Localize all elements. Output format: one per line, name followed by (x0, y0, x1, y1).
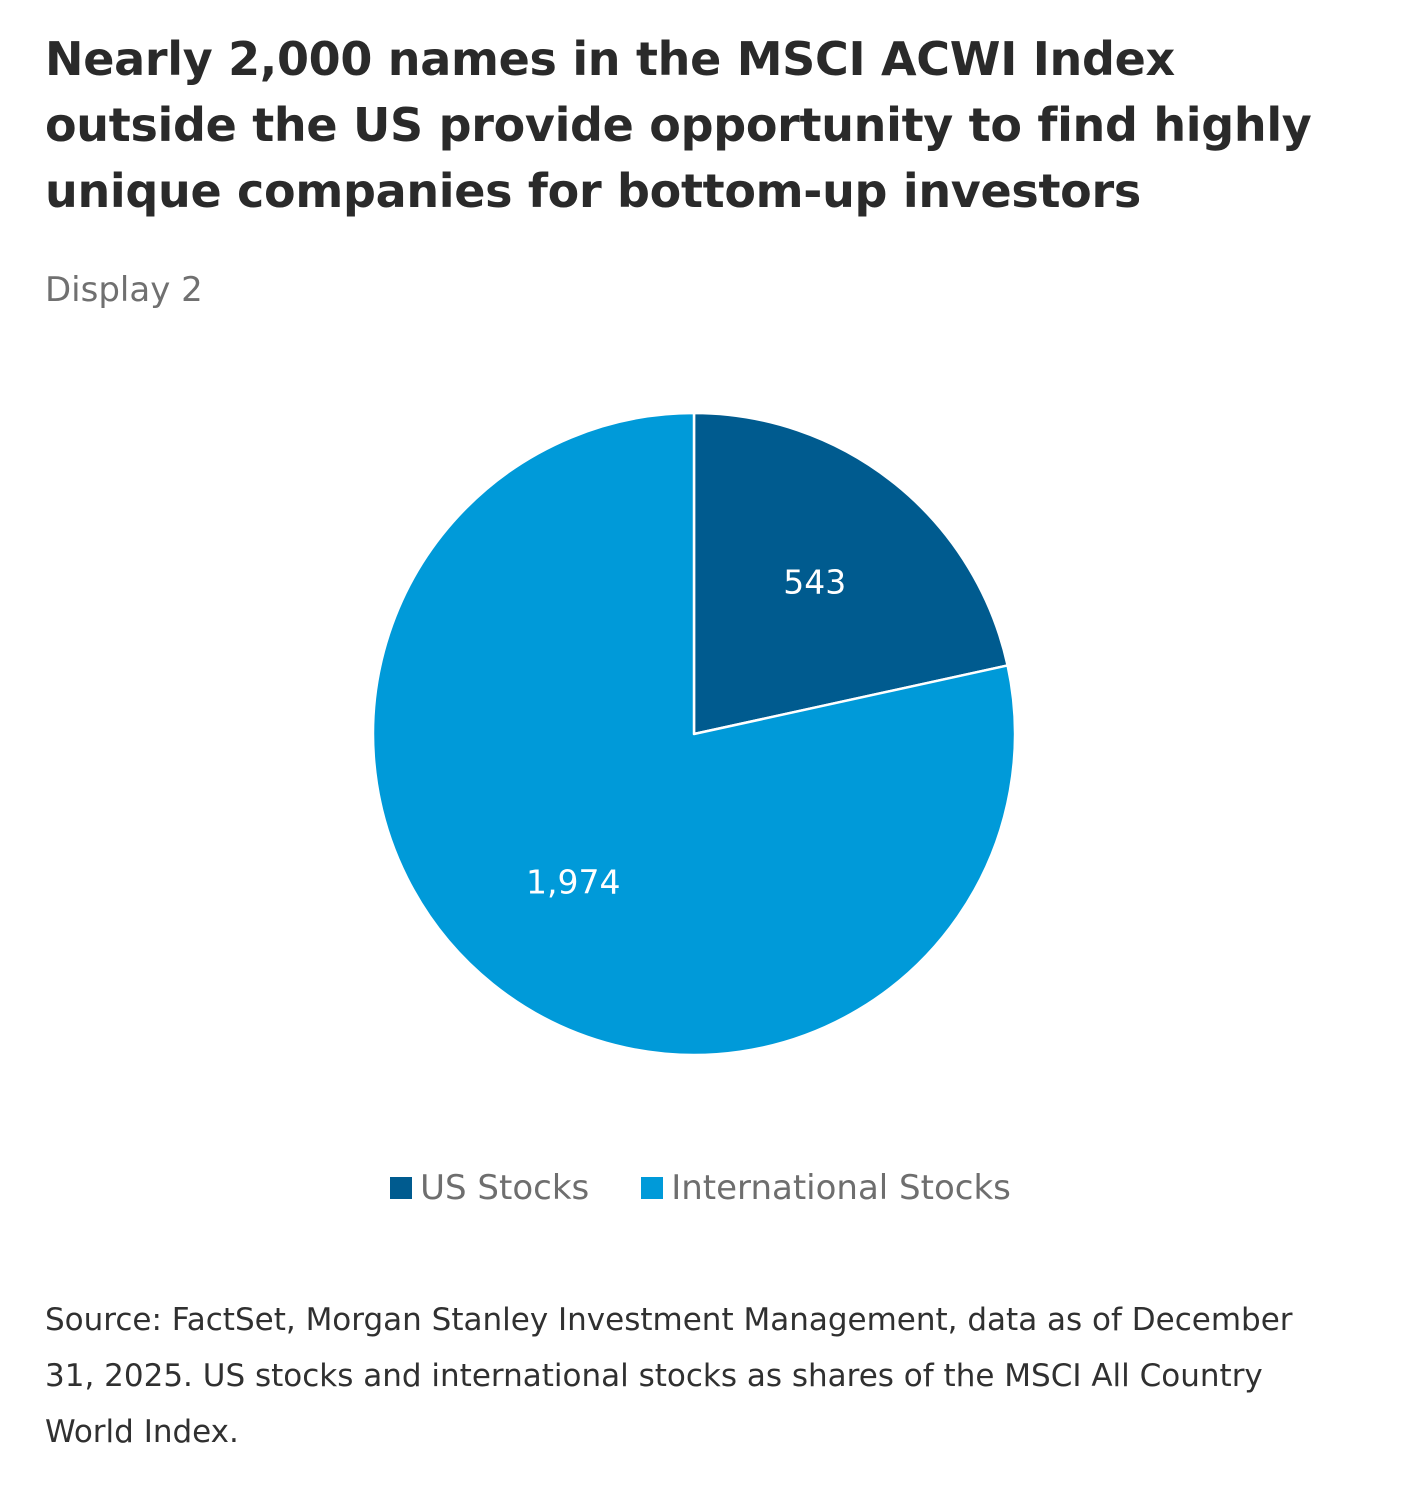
legend-swatch-us-stocks (390, 1177, 413, 1199)
pie-slices (371, 411, 1017, 1057)
legend: US Stocks International Stocks (0, 1168, 1401, 1208)
display-label: Display 2 (45, 270, 203, 310)
legend-label-us-stocks: US Stocks (420, 1168, 590, 1208)
pie-slice-international-stocks (371, 411, 1017, 1057)
legend-label-international-stocks: International Stocks (671, 1168, 1011, 1208)
legend-swatch-international-stocks (641, 1177, 664, 1199)
chart-title: Nearly 2,000 names in the MSCI ACWI Inde… (45, 32, 1312, 218)
source-footnote: Source: FactSet, Morgan Stanley Investme… (45, 1302, 1293, 1450)
legend-item-international-stocks: International Stocks (641, 1168, 1011, 1208)
pie-slice-us-stocks (692, 411, 1009, 736)
legend-item-us-stocks: US Stocks (390, 1168, 589, 1208)
